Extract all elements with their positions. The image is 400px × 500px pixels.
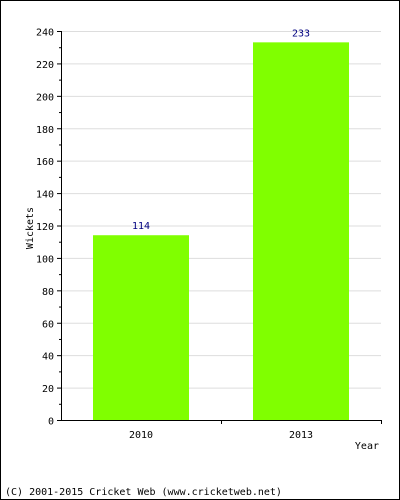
bar <box>253 42 349 421</box>
y-tick-label: 180 <box>36 125 54 136</box>
y-axis-ticks: 0 20 40 60 80 100 120 140 160 180 200 220 240 <box>36 28 61 428</box>
data-label: 114 <box>132 221 150 232</box>
y-tick-label: 240 <box>36 28 54 39</box>
y-tick-label: 120 <box>36 222 54 233</box>
x-tick-label: 2010 <box>129 430 153 441</box>
y-axis-title: Wickets <box>25 207 36 249</box>
y-tick-label: 200 <box>36 92 54 103</box>
y-tick-label: 80 <box>42 287 54 298</box>
data-label: 233 <box>292 28 310 39</box>
x-axis-ticks: 2010 2013 <box>129 420 382 441</box>
x-tick-label: 2013 <box>289 430 313 441</box>
data-labels: 114 233 <box>132 28 310 232</box>
y-tick-label: 100 <box>36 254 54 265</box>
x-axis-title: Year <box>355 441 379 452</box>
y-tick-label: 220 <box>36 60 54 71</box>
y-tick-label: 20 <box>42 384 54 395</box>
bars <box>93 42 349 421</box>
y-tick-label: 160 <box>36 157 54 168</box>
y-tick-label: 140 <box>36 190 54 201</box>
y-tick-label: 40 <box>42 352 54 363</box>
y-tick-label: 0 <box>48 417 54 428</box>
y-tick-label: 60 <box>42 319 54 330</box>
copyright-footer: (C) 2001-2015 Cricket Web (www.cricketwe… <box>5 487 282 498</box>
bar <box>93 235 189 420</box>
